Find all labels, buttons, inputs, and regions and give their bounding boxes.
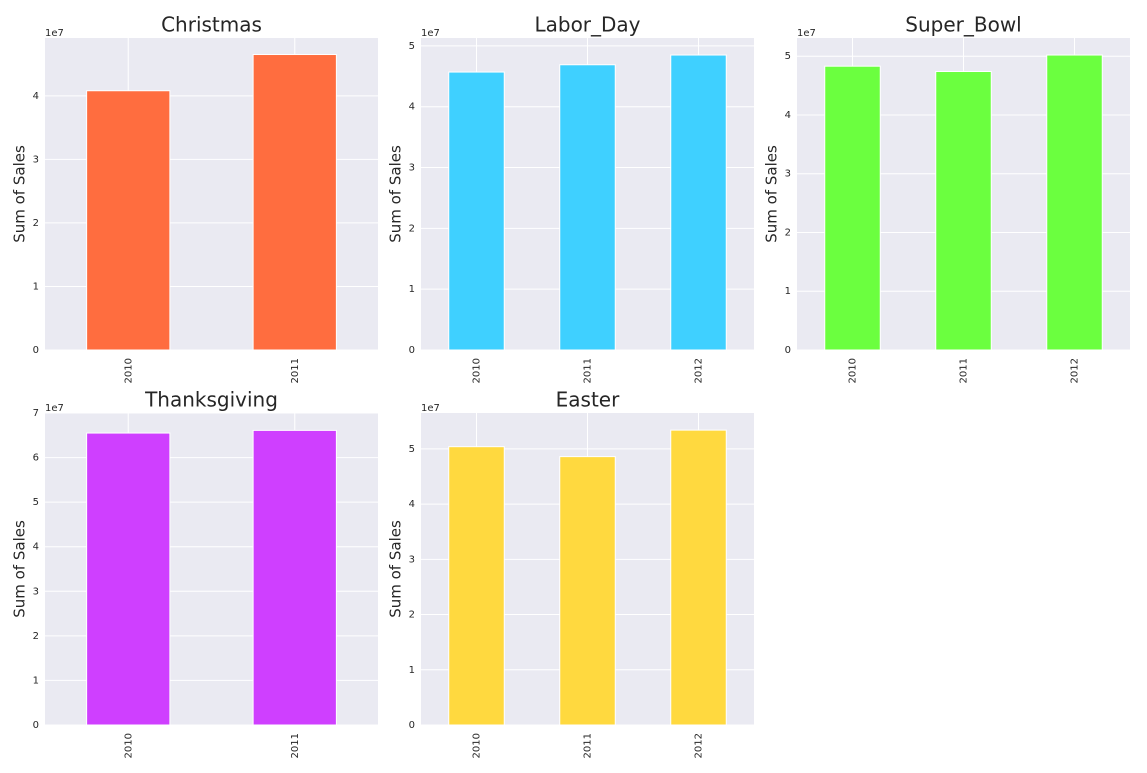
y-tick-label: 4 bbox=[33, 542, 39, 553]
bar bbox=[448, 71, 505, 351]
offset-text: 1e7 bbox=[45, 403, 64, 414]
y-tick-label: 4 bbox=[785, 110, 791, 121]
y-axis-label: Sum of Sales bbox=[763, 145, 781, 243]
bar bbox=[670, 429, 727, 726]
y-tick-label: 2 bbox=[33, 631, 39, 642]
x-tick-label: 2010 bbox=[472, 358, 483, 383]
bar bbox=[252, 54, 337, 351]
x-tick-label: 2011 bbox=[959, 358, 970, 383]
y-tick-label: 0 bbox=[33, 345, 39, 356]
x-tick-label: 2012 bbox=[694, 358, 705, 383]
y-axis-label: Sum of Sales bbox=[387, 145, 405, 243]
y-tick-label: 4 bbox=[409, 499, 415, 510]
x-tick-label: 2010 bbox=[123, 733, 134, 758]
y-tick-label: 5 bbox=[409, 444, 415, 455]
y-tick-label: 3 bbox=[785, 169, 791, 180]
offset-text: 1e7 bbox=[421, 28, 440, 39]
x-tick-label: 2011 bbox=[290, 358, 301, 383]
bar bbox=[86, 432, 171, 726]
bar bbox=[448, 446, 505, 726]
y-tick-label: 5 bbox=[33, 497, 39, 508]
offset-text: 1e7 bbox=[797, 28, 816, 39]
bar bbox=[824, 65, 881, 351]
x-tick-label: 2011 bbox=[583, 733, 594, 758]
y-tick-label: 2 bbox=[33, 218, 39, 229]
y-tick-label: 4 bbox=[409, 102, 415, 113]
bar bbox=[252, 429, 337, 726]
y-tick-label: 3 bbox=[33, 154, 39, 165]
y-tick-label: 1 bbox=[409, 284, 415, 295]
y-tick-label: 0 bbox=[409, 720, 415, 731]
y-tick-label: 0 bbox=[785, 345, 791, 356]
y-tick-label: 5 bbox=[409, 41, 415, 52]
y-tick-label: 5 bbox=[785, 51, 791, 62]
y-tick-label: 7 bbox=[33, 408, 39, 419]
bar bbox=[559, 456, 616, 726]
chart-title: Labor_Day bbox=[534, 13, 640, 37]
bar bbox=[935, 70, 992, 351]
y-tick-label: 3 bbox=[33, 586, 39, 597]
y-tick-label: 2 bbox=[409, 610, 415, 621]
y-tick-label: 1 bbox=[33, 281, 39, 292]
bar bbox=[1046, 54, 1103, 351]
x-tick-label: 2011 bbox=[290, 733, 301, 758]
chart-title: Easter bbox=[556, 388, 620, 412]
y-tick-label: 0 bbox=[33, 720, 39, 731]
x-tick-label: 2012 bbox=[694, 733, 705, 758]
bar bbox=[86, 90, 171, 351]
y-axis-label: Sum of Sales bbox=[11, 145, 29, 243]
offset-text: 1e7 bbox=[421, 403, 440, 414]
chart-title: Super_Bowl bbox=[905, 13, 1021, 37]
x-tick-label: 2011 bbox=[583, 358, 594, 383]
y-tick-label: 6 bbox=[33, 453, 39, 464]
y-tick-label: 2 bbox=[785, 227, 791, 238]
x-tick-label: 2012 bbox=[1070, 358, 1081, 383]
y-axis-label: Sum of Sales bbox=[11, 520, 29, 618]
y-axis-label: Sum of Sales bbox=[387, 520, 405, 618]
offset-text: 1e7 bbox=[45, 28, 64, 39]
bar bbox=[670, 54, 727, 351]
x-tick-label: 2010 bbox=[123, 358, 134, 383]
chart-title: Christmas bbox=[161, 13, 262, 37]
bar bbox=[559, 64, 616, 351]
x-tick-label: 2010 bbox=[848, 358, 859, 383]
y-tick-label: 4 bbox=[33, 91, 39, 102]
chart-title: Thanksgiving bbox=[144, 388, 278, 412]
y-tick-label: 1 bbox=[785, 286, 791, 297]
y-tick-label: 1 bbox=[409, 665, 415, 676]
y-tick-label: 3 bbox=[409, 554, 415, 565]
x-tick-label: 2010 bbox=[472, 733, 483, 758]
y-tick-label: 2 bbox=[409, 223, 415, 234]
y-tick-label: 1 bbox=[33, 675, 39, 686]
y-tick-label: 0 bbox=[409, 345, 415, 356]
y-tick-label: 3 bbox=[409, 163, 415, 174]
